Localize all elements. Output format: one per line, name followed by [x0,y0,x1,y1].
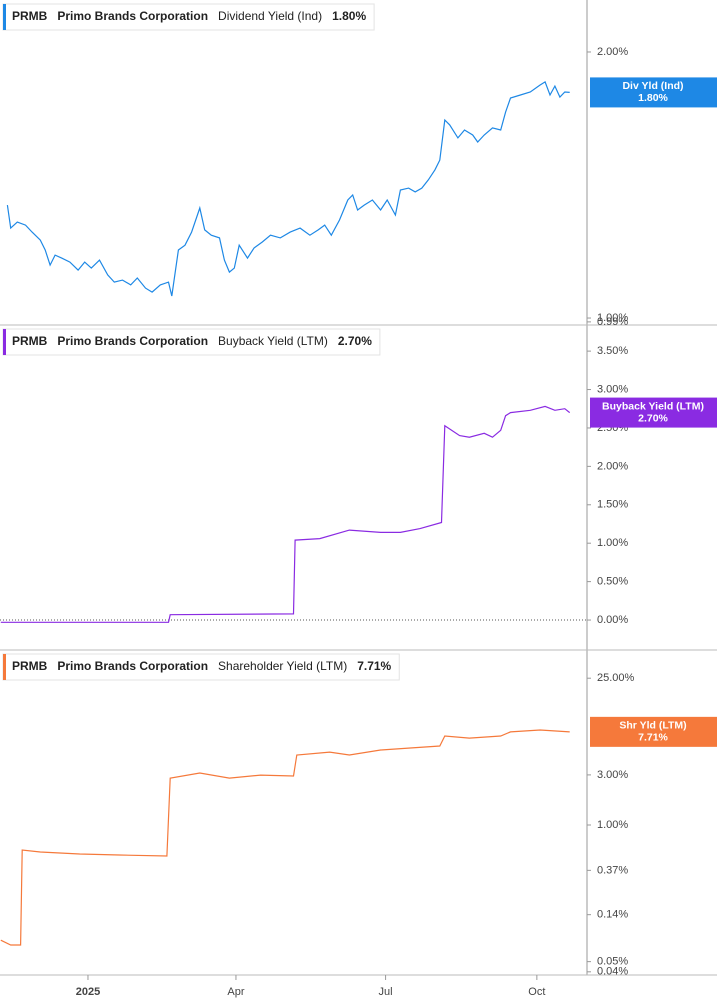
y-tick-label: 0.37% [597,864,628,876]
legend-swatch [3,4,6,30]
legend-box [2,3,375,31]
y-tick-label: 2.00% [597,46,628,58]
y-tick-label: 0.05% [597,956,628,968]
last-value-label: 2.70% [638,412,668,424]
y-tick-label: 0.14% [597,909,628,921]
legend-header: PRMB Primo Brands Corporation Shareholder … [2,653,400,681]
legend-series: Dividend Yield (Ind) [218,9,322,23]
last-value-name: Buyback Yield (LTM) [602,400,704,412]
legend-swatch [3,329,6,355]
legend-value: 2.70% [338,334,372,348]
legend-series: Buyback Yield (LTM) [218,334,328,348]
legend-company: Primo Brands Corporation [57,659,208,673]
legend-ticker: PRMB [12,334,48,348]
legend-value: 7.71% [357,659,391,673]
series-line [0,729,570,946]
last-value-label: 7.71% [638,732,668,744]
y-tick-label: 3.50% [597,345,628,357]
legend-swatch [3,654,6,680]
legend-value: 1.80% [332,9,366,23]
y-tick-label: 1.50% [597,499,628,511]
x-tick-label: Apr [227,986,244,998]
series-line [0,405,571,623]
y-tick-label: 0.04% [597,966,628,978]
x-tick-label: Oct [528,986,545,998]
y-tick-label: 1.00% [597,312,628,324]
legend-company: Primo Brands Corporation [57,334,208,348]
last-value-tag [590,77,717,108]
y-tick-label: 0.99% [597,316,628,328]
legend-ticker: PRMB [12,659,48,673]
last-value-name: Div Yld (Ind) [622,80,683,92]
legend-company: Primo Brands Corporation [57,9,208,23]
series-line [6,81,570,297]
y-tick-label: 0.00% [597,614,628,626]
legend-box [2,328,381,356]
y-tick-label: 3.00% [597,769,628,781]
legend-header: PRMB Primo Brands Corporation Buyback Yiel… [2,328,381,356]
x-tick-label: 2025 [76,986,100,998]
last-value-tag [590,397,717,428]
legend-box [2,653,400,681]
last-value-label: 1.80% [638,92,668,104]
y-tick-label: 1.00% [597,819,628,831]
y-tick-label: 25.00% [597,672,635,684]
last-value-tag [590,716,717,747]
y-tick-label: 3.00% [597,383,628,395]
y-tick-label: 1.00% [597,537,628,549]
legend-series: Shareholder Yield (LTM) [218,659,347,673]
x-tick-label: Jul [379,986,393,998]
y-tick-label: 2.00% [597,460,628,472]
legend-header: PRMB Primo Brands Corporation Dividend Yie… [2,3,375,31]
y-tick-label: 0.50% [597,576,628,588]
legend-ticker: PRMB [12,9,48,23]
last-value-name: Shr Yld (LTM) [619,720,686,732]
